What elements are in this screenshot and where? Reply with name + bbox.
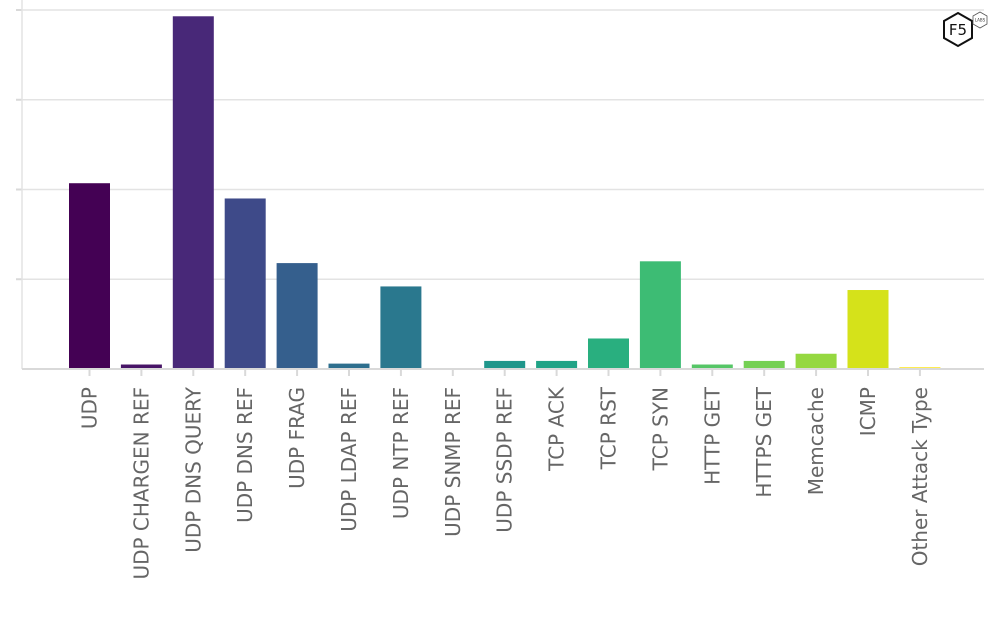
bar [691,364,733,369]
chart-gridlines [16,0,984,369]
x-tick-label: UDP NTP REF [389,387,413,519]
x-axis-tick-labels: UDP UDP CHARGEN REF UDP DNS QUERY UDP DNS R… [78,386,932,579]
bar [172,16,214,369]
x-tick-label: HTTPS GET [752,386,776,497]
x-tick-label: TCP SYN [648,387,672,471]
bar [69,183,110,369]
x-tick-label: TCP RST [597,386,621,470]
x-tick-label: UDP CHARGEN REF [129,387,153,580]
bar [380,286,422,369]
bar [743,360,785,369]
x-tick-label: TCP ACK [545,386,569,472]
f5-labs-logo-icon: F5 LABS [943,11,988,48]
x-tick-label: HTTP GET [700,386,724,485]
x-tick-label: UDP [78,387,102,429]
x-axis [22,368,984,376]
x-tick-label: UDP FRAG [285,387,309,489]
bar [639,261,681,369]
bar [276,263,318,369]
x-tick-label: UDP DNS REF [233,387,257,523]
bar [795,353,837,369]
logo-subtext: LABS [975,18,986,23]
chart-bars [69,16,941,369]
bar [588,338,629,369]
logo-text: F5 [949,21,967,39]
x-tick-label: ICMP [856,387,880,436]
bar [847,290,889,369]
x-tick-label: UDP SNMP REF [441,387,465,537]
x-tick-label: Other Attack Type [908,387,932,566]
bar [328,363,370,369]
x-tick-label: UDP LDAP REF [337,387,361,532]
x-tick-label: UDP DNS QUERY [181,386,205,553]
bar [484,360,526,369]
x-tick-label: UDP SSDP REF [493,387,517,533]
bar [120,364,162,369]
bar [536,360,578,369]
bar [224,198,266,369]
x-tick-label: Memcache [804,387,828,495]
